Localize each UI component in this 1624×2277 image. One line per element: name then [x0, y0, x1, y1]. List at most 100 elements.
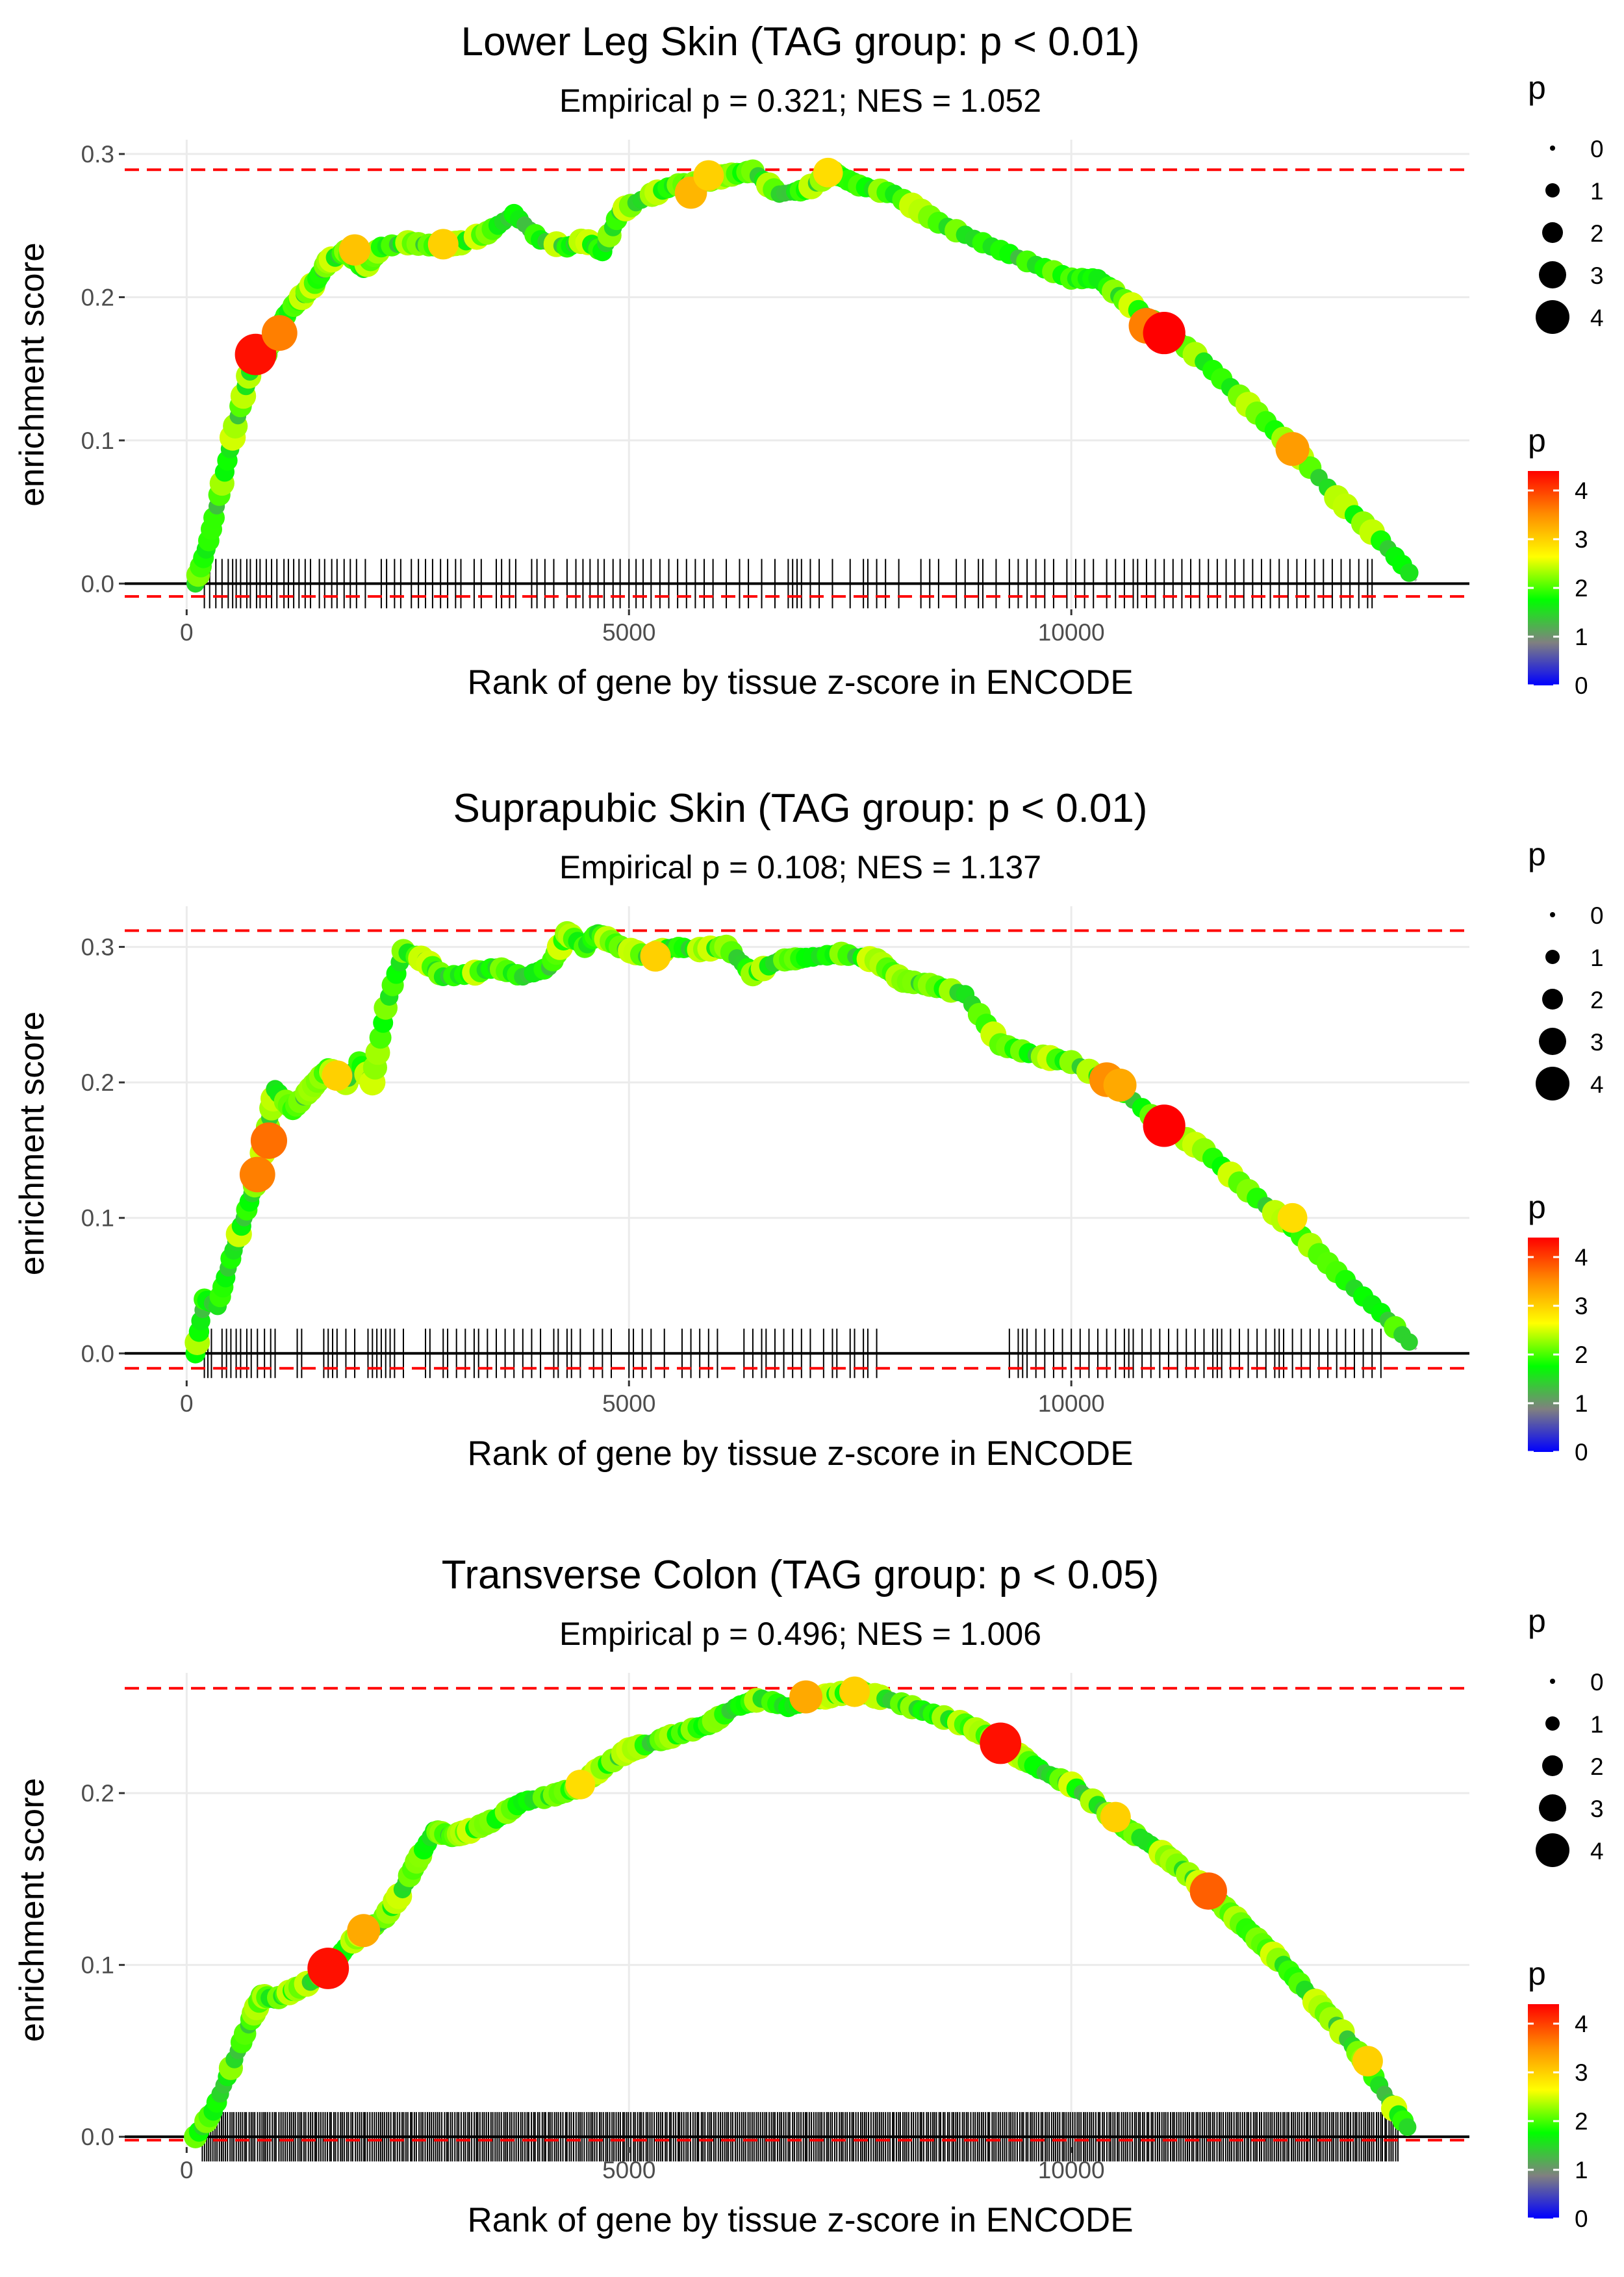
y-tick-label: 0.2 — [81, 284, 114, 311]
y-axis-label: enrichment score — [13, 1011, 51, 1276]
size-legend-dot — [1536, 1067, 1569, 1100]
color-legend-title: p — [1528, 1189, 1546, 1225]
size-legend: p 0 1 2 3 4 — [1528, 836, 1604, 1100]
size-legend: p 0 1 2 3 4 — [1528, 1603, 1604, 1867]
y-tick-label: 0.0 — [81, 570, 114, 597]
y-axis-label: enrichment score — [13, 1778, 51, 2042]
color-legend-label: 1 — [1575, 2157, 1588, 2183]
x-tick-label: 10000 — [1038, 1390, 1105, 1417]
x-axis-label: Rank of gene by tissue z-score in ENCODE — [467, 663, 1133, 702]
size-legend-label: 4 — [1590, 1071, 1604, 1098]
gene-rug — [203, 559, 1373, 609]
es-point-highlight — [1100, 1801, 1131, 1833]
y-tick-label: 0.2 — [81, 1069, 114, 1096]
size-legend-label: 3 — [1590, 262, 1604, 289]
es-points — [186, 157, 1419, 593]
es-point-highlight — [1275, 432, 1310, 466]
size-legend-label: 4 — [1590, 305, 1604, 331]
color-legend-title: p — [1528, 422, 1546, 459]
color-legend-label: 1 — [1575, 1390, 1588, 1417]
size-legend-dot — [1539, 1028, 1566, 1055]
color-legend-label: 0 — [1575, 2206, 1588, 2232]
es-points — [184, 921, 1418, 1364]
gene-rug — [203, 1329, 1382, 1379]
x-tick-label: 5000 — [602, 1390, 655, 1417]
size-legend-dot — [1550, 912, 1555, 917]
size-legend-dot — [1542, 989, 1563, 1010]
es-point-highlight — [813, 157, 843, 188]
color-legend-bar — [1528, 471, 1559, 685]
es-point-highlight — [1352, 2046, 1383, 2077]
color-legend-title: p — [1528, 1955, 1546, 1992]
es-point-highlight — [1277, 1202, 1308, 1233]
y-tick-label: 0.0 — [81, 2124, 114, 2150]
x-tick-label: 5000 — [602, 2157, 655, 2183]
x-tick-label: 0 — [180, 619, 194, 646]
y-tick-label: 0.0 — [81, 1340, 114, 1367]
y-tick-label: 0.1 — [81, 1205, 114, 1232]
size-legend-label: 3 — [1590, 1029, 1604, 1056]
y-tick-label: 0.1 — [81, 1952, 114, 1979]
color-legend-label: 1 — [1575, 624, 1588, 650]
size-legend-dot — [1545, 950, 1560, 964]
color-legend-bar — [1528, 2004, 1559, 2219]
size-legend: p 0 1 2 3 4 — [1528, 70, 1604, 334]
color-legend-label: 4 — [1575, 1244, 1588, 1271]
size-legend-label: 1 — [1590, 178, 1604, 205]
size-legend-dot — [1545, 1716, 1560, 1731]
x-tick-label: 10000 — [1038, 619, 1105, 646]
chart-title: Transverse Colon (TAG group: p < 0.05) — [442, 1553, 1159, 1597]
size-legend-label: 2 — [1590, 1753, 1604, 1780]
color-legend-label: 3 — [1575, 526, 1588, 553]
color-legend: p 0 1 2 3 4 — [1528, 1189, 1588, 1466]
es-point — [1400, 563, 1419, 582]
gene-rug — [201, 2112, 1399, 2162]
chart-panel-3: 0 5000 10000 0.0 0.1 0.2 Transverse Colon (TAG… — [13, 1553, 1604, 2239]
es-point-highlight — [789, 1680, 823, 1714]
x-axis-label: Rank of gene by tissue z-score in ENCODE — [467, 1434, 1133, 1473]
es-point-highlight — [565, 1770, 596, 1800]
es-point-highlight — [338, 234, 371, 266]
size-legend-dot — [1542, 1755, 1563, 1776]
size-legend-label: 3 — [1590, 1796, 1604, 1822]
size-legend-title: p — [1528, 1603, 1546, 1639]
es-point-highlight — [839, 1676, 870, 1707]
y-tick-label: 0.1 — [81, 427, 114, 454]
es-point — [1399, 2118, 1417, 2136]
chart-subtitle: Empirical p = 0.496; NES = 1.006 — [559, 1616, 1041, 1652]
color-legend-label: 0 — [1575, 1439, 1588, 1466]
es-point-highlight — [322, 1060, 353, 1091]
size-legend-dot — [1539, 261, 1566, 288]
es-point-highlight — [427, 229, 459, 260]
x-tick-label: 10000 — [1038, 2157, 1105, 2183]
color-legend: p 0 1 2 3 4 — [1528, 422, 1588, 699]
color-legend-label: 2 — [1575, 1342, 1588, 1368]
color-legend-label: 2 — [1575, 575, 1588, 602]
size-legend-title: p — [1528, 836, 1546, 872]
es-point-highlight — [239, 1156, 275, 1193]
size-legend-label: 0 — [1590, 1669, 1604, 1696]
size-legend-label: 1 — [1590, 945, 1604, 971]
chart-panel-2: 0 5000 10000 0.0 0.1 0.2 0.3 Suprapubic Skin (T… — [13, 786, 1604, 1473]
x-tick-label: 0 — [180, 1390, 194, 1417]
size-legend-label: 2 — [1590, 987, 1604, 1013]
size-legend-dot — [1550, 146, 1555, 151]
es-point-highlight — [307, 1947, 349, 1989]
es-point-highlight — [693, 160, 724, 191]
color-legend-label: 2 — [1575, 2108, 1588, 2135]
x-axis-label: Rank of gene by tissue z-score in ENCODE — [467, 2201, 1133, 2239]
y-axis-label: enrichment score — [13, 242, 51, 507]
es-point-highlight — [640, 941, 671, 972]
es-point-highlight — [980, 1722, 1022, 1764]
color-legend-label: 0 — [1575, 672, 1588, 699]
chart-subtitle: Empirical p = 0.108; NES = 1.137 — [559, 849, 1041, 885]
size-legend-dot — [1539, 1794, 1566, 1822]
es-point-highlight — [347, 1914, 381, 1948]
color-legend-bar — [1528, 1238, 1559, 1452]
size-legend-label: 1 — [1590, 1711, 1604, 1738]
chart-subtitle: Empirical p = 0.321; NES = 1.052 — [559, 83, 1041, 119]
color-legend-label: 3 — [1575, 2059, 1588, 2086]
size-legend-label: 0 — [1590, 902, 1604, 929]
